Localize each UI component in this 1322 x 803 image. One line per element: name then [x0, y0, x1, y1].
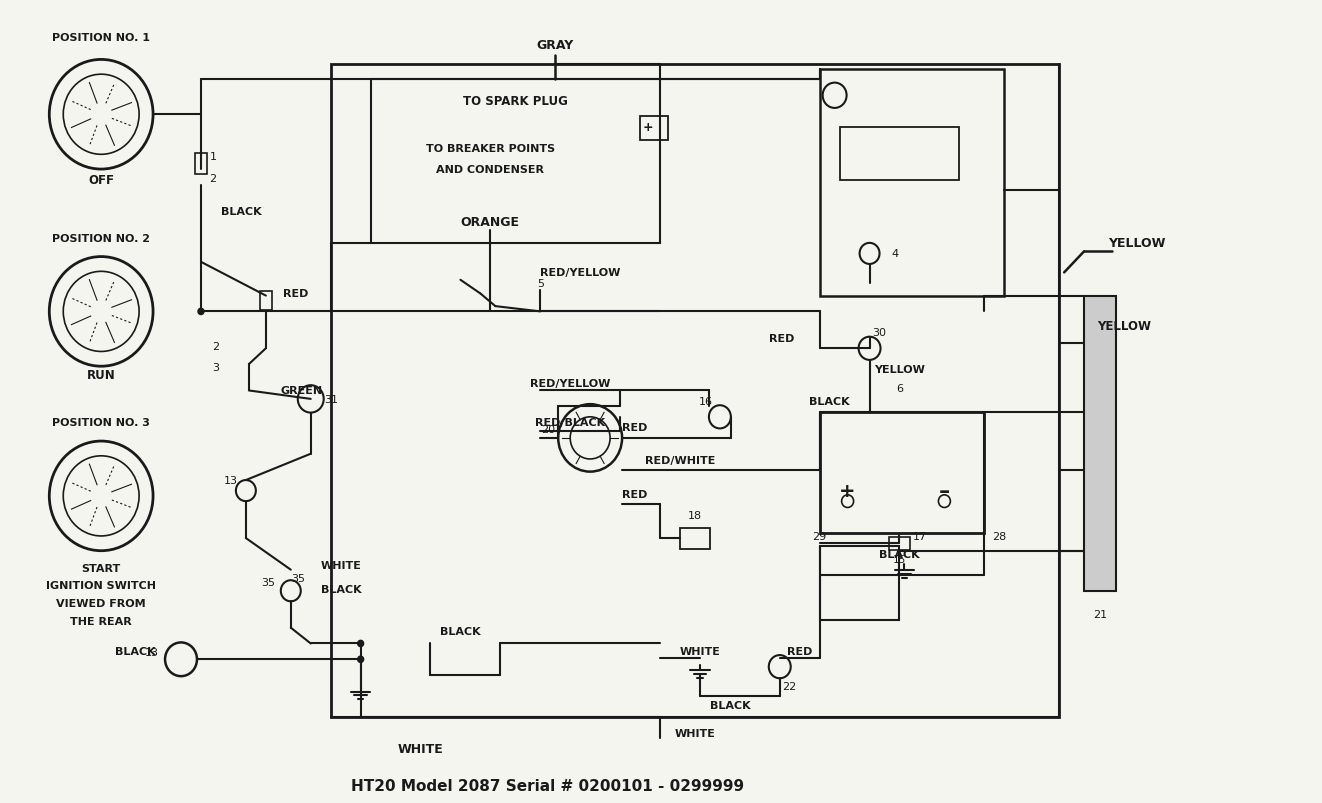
Text: ORANGE: ORANGE [461, 216, 520, 229]
Text: RUN: RUN [87, 369, 115, 381]
Text: THE REAR: THE REAR [70, 617, 132, 626]
Text: VIEWED FROM: VIEWED FROM [57, 599, 145, 609]
Text: BLACK: BLACK [809, 397, 850, 406]
Text: RED/BLACK: RED/BLACK [535, 418, 605, 427]
Text: –: – [939, 481, 951, 501]
Text: 5: 5 [537, 279, 543, 288]
Bar [820, 412, 985, 533]
Text: RED: RED [623, 489, 648, 499]
Text: RED/YELLOW: RED/YELLOW [539, 268, 620, 278]
Text: 2: 2 [213, 342, 219, 352]
Text: RED: RED [769, 333, 795, 344]
Text: BLACK: BLACK [710, 699, 750, 710]
Text: 28: 28 [993, 532, 1006, 541]
Text: BLACK: BLACK [440, 626, 481, 636]
Text: RED/YELLOW: RED/YELLOW [530, 378, 611, 389]
Circle shape [358, 656, 364, 662]
Text: 3: 3 [213, 363, 219, 373]
Text: 6: 6 [896, 384, 903, 393]
Text: POSITION NO. 3: POSITION NO. 3 [53, 418, 151, 427]
Circle shape [358, 641, 364, 647]
Circle shape [198, 309, 204, 315]
Text: GRAY: GRAY [537, 39, 574, 52]
Bar [330, 64, 1059, 717]
Text: 13: 13 [145, 647, 159, 657]
Bar [370, 80, 660, 243]
Text: TO BREAKER POINTS: TO BREAKER POINTS [426, 144, 555, 154]
Text: IGNITION SWITCH: IGNITION SWITCH [46, 581, 156, 591]
Text: BLACK: BLACK [221, 207, 262, 217]
Text: RED/WHITE: RED/WHITE [645, 455, 715, 466]
Text: 20: 20 [541, 425, 555, 435]
Text: +: + [839, 482, 855, 500]
Text: BLACK: BLACK [321, 584, 361, 594]
Text: OFF: OFF [89, 174, 114, 187]
Bar [680, 528, 710, 549]
Text: 16: 16 [699, 397, 713, 406]
Text: YELLOW: YELLOW [1097, 320, 1151, 332]
Text: 30: 30 [873, 328, 887, 338]
Text: YELLOW: YELLOW [874, 365, 925, 375]
Text: WHITE: WHITE [321, 560, 362, 571]
Bar [820, 547, 899, 621]
Text: 35: 35 [291, 573, 305, 584]
Text: GREEN: GREEN [280, 386, 323, 396]
Text: TO SPARK PLUG: TO SPARK PLUG [463, 95, 567, 108]
Text: WHITE: WHITE [398, 743, 443, 756]
Text: AND CONDENSER: AND CONDENSER [436, 165, 545, 175]
Bar [888, 537, 911, 550]
Text: 29: 29 [813, 532, 826, 541]
Text: 15: 15 [892, 554, 906, 565]
Text: YELLOW: YELLOW [1108, 237, 1166, 250]
Bar [1084, 296, 1116, 591]
Text: POSITION NO. 1: POSITION NO. 1 [52, 33, 151, 43]
Text: WHITE: WHITE [680, 646, 720, 656]
Text: BLACK: BLACK [115, 646, 156, 656]
Text: RED: RED [787, 646, 813, 656]
Text: 1: 1 [209, 153, 217, 162]
Text: RED: RED [623, 423, 648, 433]
Text: 13: 13 [223, 475, 238, 486]
Text: 35: 35 [260, 577, 275, 588]
Bar [260, 292, 272, 311]
Text: +: + [642, 121, 653, 134]
Bar [839, 128, 960, 181]
Text: 22: 22 [783, 681, 797, 691]
Text: BLACK: BLACK [879, 549, 920, 559]
Text: WHITE: WHITE [674, 728, 715, 738]
Text: 31: 31 [324, 394, 337, 405]
Text: 4: 4 [891, 249, 898, 259]
Text: 17: 17 [912, 532, 927, 541]
Bar [820, 70, 1005, 296]
Text: 18: 18 [687, 510, 702, 520]
Bar [640, 117, 668, 141]
Text: 2: 2 [209, 173, 217, 183]
Text: RED: RED [283, 289, 308, 299]
Text: START: START [82, 563, 120, 573]
Text: 21: 21 [1093, 609, 1107, 619]
Text: HT20 Model 2087 Serial # 0200101 - 0299999: HT20 Model 2087 Serial # 0200101 - 02999… [350, 778, 744, 793]
Text: POSITION NO. 2: POSITION NO. 2 [52, 234, 151, 243]
Bar [194, 154, 208, 175]
